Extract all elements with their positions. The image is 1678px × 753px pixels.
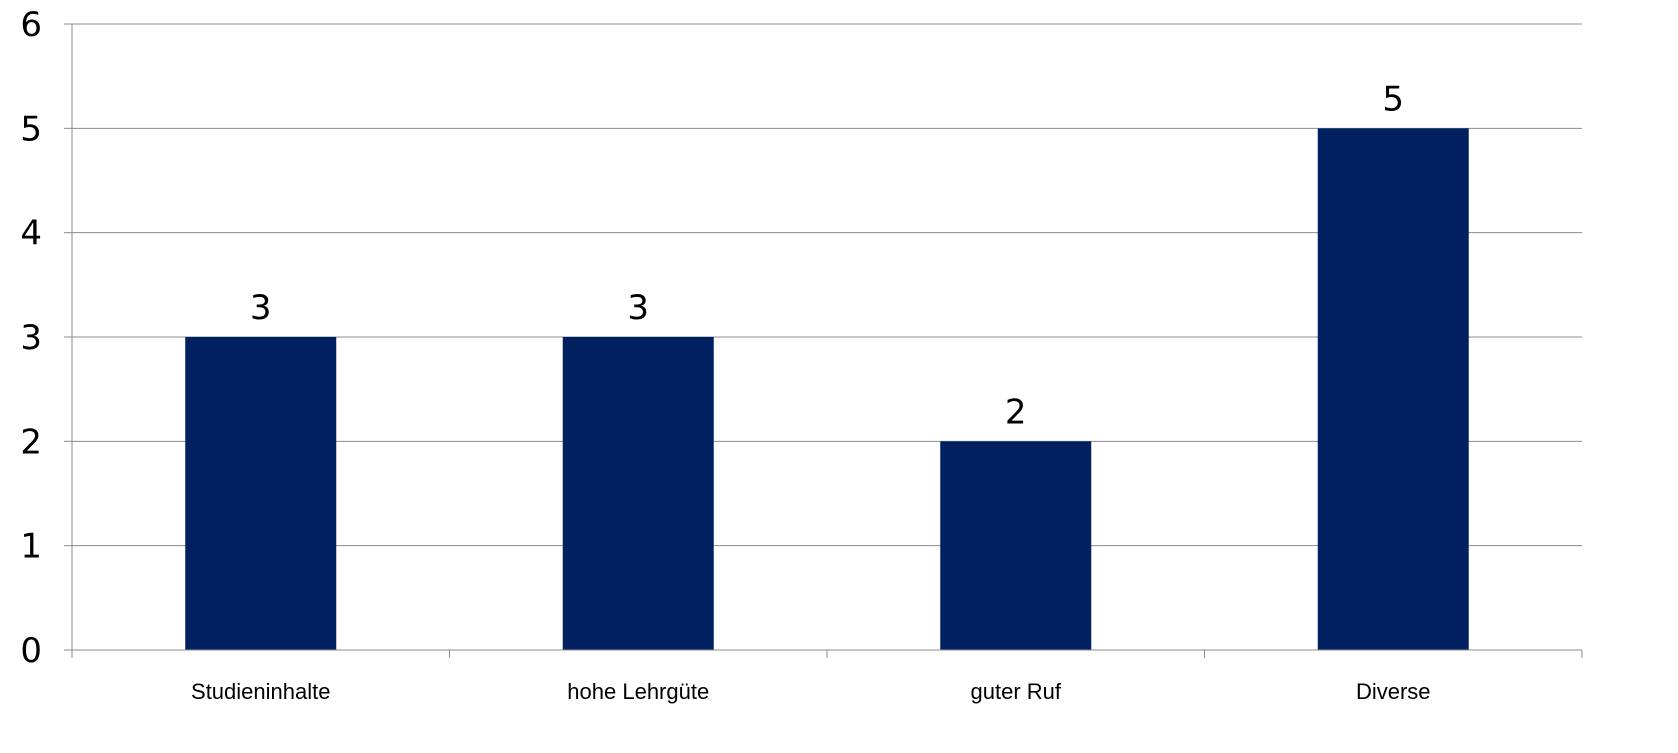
bar [562,337,714,650]
y-tick-label: 0 [20,631,42,671]
data-labels: 3 3 2 5 [250,79,1404,432]
data-label: 2 [1005,392,1027,432]
x-tick-label: Diverse [1356,679,1431,704]
axes: 0 1 2 3 4 5 6 Studieninhalte hohe Lehrgüte guter … [20,5,1583,704]
bars [185,128,1469,651]
x-tick-label: hohe Lehrgüte [567,679,709,704]
data-label: 3 [627,288,649,328]
y-tick-label: 3 [20,318,42,358]
data-label: 5 [1382,79,1404,119]
y-tick-label: 4 [20,214,42,254]
bar [185,337,337,650]
data-label: 3 [250,288,272,328]
y-tick-label: 1 [20,527,42,567]
y-tick-label: 6 [20,5,42,45]
y-tick-label: 2 [20,422,42,462]
y-tick-label: 5 [20,109,42,149]
x-tick-label: guter Ruf [971,679,1062,704]
bar [1317,128,1469,651]
x-tick-label: Studieninhalte [191,679,330,704]
bar [940,441,1092,650]
